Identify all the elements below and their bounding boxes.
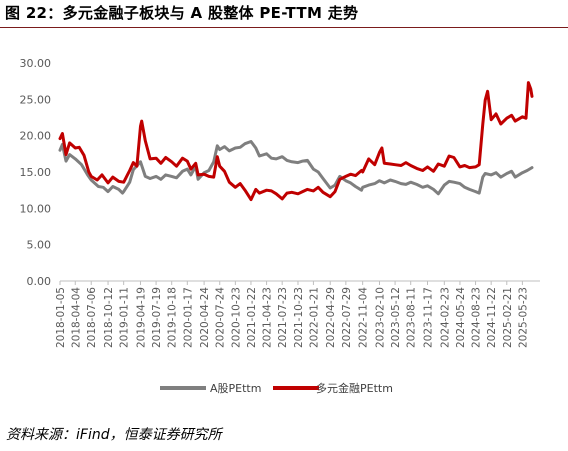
x-tick-label: 2024-08-23	[471, 287, 483, 348]
x-tick-label: 2019-07-19	[151, 287, 163, 348]
series-lines	[58, 81, 534, 202]
y-tick-label: 5.00	[27, 239, 52, 252]
x-tick-label: 2022-04-29	[325, 287, 337, 348]
chart-title: 图 22：多元金融子板块与 A 股整体 PE-TTM 走势	[5, 4, 359, 22]
source-note: 资料来源：iFind，恒泰证券研究所	[6, 427, 222, 443]
x-tick-label: 2025-02-21	[502, 287, 514, 348]
legend-label-a-share: A股PEttm	[210, 382, 261, 395]
x-tick-label: 2025-05-23	[517, 287, 529, 348]
y-tick-label: 15.00	[20, 166, 52, 179]
x-tick-label: 2019-04-19	[135, 287, 147, 348]
y-axis: 0.00 5.00 10.00 15.00 20.00 25.00 30.00	[20, 57, 52, 288]
x-tick-label: 2020-04-24	[199, 287, 211, 348]
legend-label-multi-finance: 多元金融PEttm	[316, 381, 393, 395]
x-tick-label: 2021-10-23	[293, 287, 305, 348]
x-tick-label: 2024-02-23	[439, 287, 451, 348]
x-tick-label: 2018-10-12	[103, 287, 115, 348]
series-line-a-share	[58, 140, 534, 196]
y-tick-label: 20.00	[20, 130, 52, 143]
x-tick-label: 2020-07-24	[215, 287, 227, 348]
y-tick-label: 0.00	[27, 275, 52, 288]
x-tick-label: 2019-01-11	[119, 287, 131, 348]
x-tick-label: 2023-08-11	[406, 287, 418, 348]
x-tick-label: 2018-07-06	[86, 287, 98, 348]
title-rule	[0, 27, 568, 28]
x-tick-label: 2023-11-17	[423, 287, 435, 348]
x-tick-label: 2018-01-05	[55, 287, 67, 348]
x-tick-label: 2023-02-10	[374, 287, 386, 348]
x-tick-label: 2024-11-22	[486, 287, 498, 348]
x-tick-label: 2024-05-24	[455, 287, 467, 348]
x-tick-label: 2020-10-23	[230, 287, 242, 348]
x-tick-label: 2021-01-22	[246, 287, 258, 348]
x-tick-label: 2021-04-23	[262, 287, 274, 348]
x-tick-label: 2023-05-12	[390, 287, 402, 348]
y-tick-label: 30.00	[20, 57, 52, 70]
x-tick-label: 2022-11-04	[358, 287, 370, 348]
x-tick-label: 2019-10-18	[167, 287, 179, 348]
x-tick-label: 2022-01-21	[308, 287, 320, 348]
series-line-multi-finance	[58, 81, 534, 202]
y-tick-label: 10.00	[20, 202, 52, 215]
x-tick-label: 2022-07-29	[341, 287, 353, 348]
legend: A股PEttm 多元金融PEttm	[160, 381, 393, 395]
y-tick-label: 25.00	[20, 93, 52, 106]
x-tick-label: 2021-07-23	[277, 287, 289, 348]
x-tick-label: 2018-04-04	[70, 287, 82, 348]
x-tick-label: 2020-01-17	[182, 287, 194, 348]
x-axis: 2018-01-05 2018-04-04 2018-07-06 2018-10-12…	[55, 280, 540, 348]
